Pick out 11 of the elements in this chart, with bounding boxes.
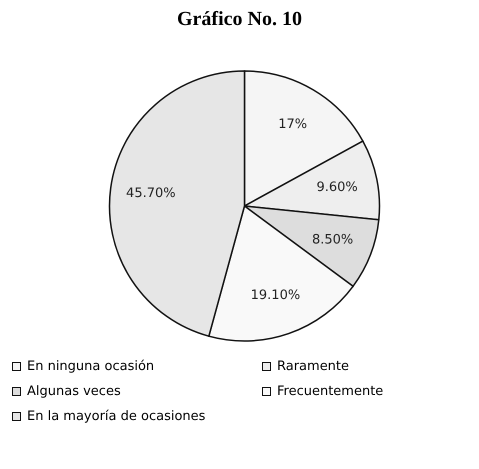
data-label: 19.10% [250, 288, 300, 303]
legend-label: En ninguna ocasión [27, 359, 154, 374]
legend-label: Raramente [277, 359, 350, 374]
legend-label: En la mayoría de ocasiones [27, 409, 206, 424]
data-label: 45.70% [126, 186, 176, 201]
data-label: 8.50% [312, 232, 354, 248]
data-label: 17% [278, 117, 308, 132]
chart-title: Gráfico No. 10 [176, 8, 303, 31]
data-label: 9.60% [316, 180, 358, 195]
legend-label: Frecuentemente [277, 384, 384, 399]
legend-label: Algunas veces [27, 384, 121, 399]
